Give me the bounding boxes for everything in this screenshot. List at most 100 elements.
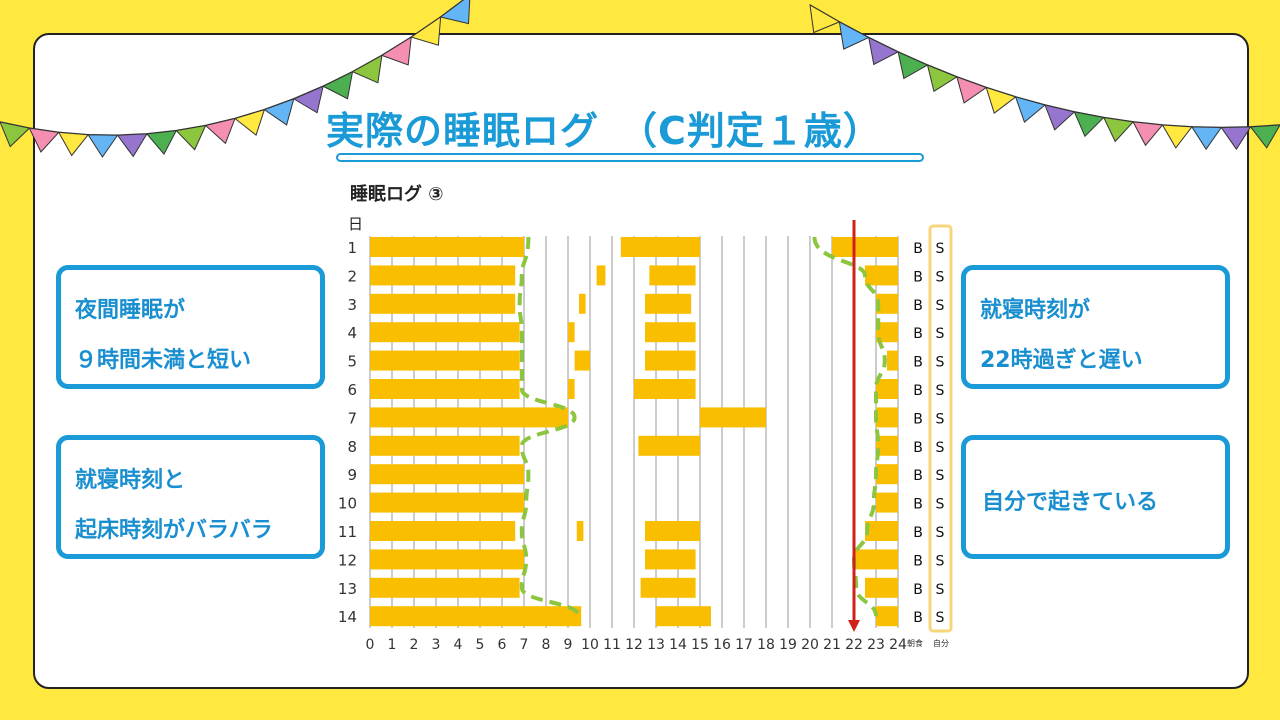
sleep-bar xyxy=(854,549,898,570)
sleep-bar xyxy=(876,606,898,627)
bunting-flag xyxy=(351,54,383,84)
bunting-flag xyxy=(956,76,988,104)
sleep-bar xyxy=(656,606,711,627)
sleep-bar xyxy=(876,322,898,343)
self-wake-mark: S xyxy=(936,582,945,598)
note-line: ９時間未満と短い xyxy=(75,348,252,373)
x-tick-label: 12 xyxy=(625,637,643,653)
breakfast-mark: B xyxy=(913,610,923,626)
sleep-bar xyxy=(568,322,575,343)
x-tick-label: 20 xyxy=(801,637,819,653)
day-label: 4 xyxy=(347,324,357,342)
sleep-bar xyxy=(645,521,700,541)
bunting-flag xyxy=(410,15,442,46)
note-line: 夜間睡眠が xyxy=(75,298,186,323)
note-late-bedtime: 就寝時刻が 22時過ぎと遅い xyxy=(961,265,1230,389)
sleep-bar xyxy=(865,265,898,286)
bunting-flag xyxy=(57,131,90,157)
breakfast-mark: B xyxy=(913,383,923,399)
day-label: 2 xyxy=(347,267,357,285)
sleep-bar xyxy=(876,379,898,399)
x-tick-label: 24 xyxy=(889,637,907,653)
note-line: 就寝時刻と xyxy=(75,468,186,493)
sleep-bar xyxy=(574,350,590,371)
sleep-bar xyxy=(887,350,898,371)
breakfast-mark: B xyxy=(913,440,923,456)
bunting-flag xyxy=(1014,96,1047,123)
bedtime-trend-line xyxy=(812,236,887,617)
self-wake-mark: S xyxy=(936,326,945,342)
x-tick-label: 16 xyxy=(713,637,731,653)
sleep-bar xyxy=(876,407,898,428)
breakfast-mark: B xyxy=(913,326,923,342)
x-tick-label: 19 xyxy=(779,637,797,653)
day-label: 5 xyxy=(347,353,357,371)
bunting-flag xyxy=(1161,124,1193,149)
sleep-bar xyxy=(876,435,898,456)
sleep-bar xyxy=(876,492,898,513)
x-tick-label: 6 xyxy=(498,637,507,653)
sleep-bar xyxy=(370,606,582,627)
self-wake-mark: S xyxy=(936,525,945,541)
sleep-bar xyxy=(876,293,898,314)
sleep-bar xyxy=(370,379,520,399)
bunting-flag xyxy=(1190,126,1223,151)
x-tick-label: 18 xyxy=(757,637,775,653)
x-tick-label: 15 xyxy=(691,637,709,653)
sleep-bar xyxy=(370,549,524,570)
bunting-flag xyxy=(985,86,1017,114)
bunting-flag xyxy=(380,36,412,66)
bunting-flag xyxy=(233,108,266,136)
sleep-bar xyxy=(645,350,696,371)
breakfast-mark: B xyxy=(913,355,923,371)
sleep-bar xyxy=(370,350,520,371)
day-label: 7 xyxy=(347,409,357,427)
self-wake-mark: S xyxy=(936,553,945,569)
note-irregular-times: 就寝時刻と 起床時刻がバラバラ xyxy=(56,435,325,559)
x-tick-label: 9 xyxy=(564,637,573,653)
self-wake-mark: S xyxy=(936,497,945,513)
day-label: 6 xyxy=(347,381,357,399)
x-tick-label: 2 xyxy=(410,637,419,653)
sleep-bar xyxy=(876,464,898,485)
bunting-flag xyxy=(868,36,900,66)
sleep-bar xyxy=(370,577,520,598)
chart-title: 睡眠ログ ③ xyxy=(350,183,444,205)
x-tick-label: 0 xyxy=(366,637,375,653)
sleep-bar xyxy=(638,435,700,456)
wake-time-trend-line xyxy=(517,236,581,617)
x-tick-label: 17 xyxy=(735,637,753,653)
sleep-bar xyxy=(370,492,524,513)
breakfast-mark: B xyxy=(913,241,923,257)
slide-title: 実際の睡眠ログ （C判定１歳） xyxy=(326,109,882,153)
x-tick-label: 21 xyxy=(823,637,841,653)
bunting-flag xyxy=(28,127,60,153)
x-tick-label: 13 xyxy=(647,637,665,653)
breakfast-mark: B xyxy=(913,298,923,314)
note-line: 起床時刻がバラバラ xyxy=(75,518,273,543)
sleep-bar xyxy=(700,407,766,428)
sleep-bar xyxy=(568,379,575,399)
sleep-bar xyxy=(370,407,568,428)
note-line: 就寝時刻が xyxy=(980,298,1091,323)
x-tick-label: 4 xyxy=(454,637,463,653)
bunting-flag xyxy=(116,133,148,158)
sleep-bar xyxy=(579,293,586,314)
self-wake-mark: S xyxy=(936,355,945,371)
sleep-bar xyxy=(596,265,606,286)
bunting-flag xyxy=(204,117,236,145)
bunting-flag xyxy=(292,85,324,114)
x-tick-label: 5 xyxy=(476,637,485,653)
self-wake-mark: S xyxy=(936,383,945,399)
sleep-bar xyxy=(645,293,692,314)
day-label: 14 xyxy=(338,608,357,626)
arrow-down-icon xyxy=(848,620,860,632)
y-axis-label: 日 xyxy=(348,215,363,233)
bunting-flag xyxy=(1132,121,1164,147)
sleep-bar xyxy=(620,237,700,257)
sleep-bar xyxy=(865,521,898,541)
bunting-flag xyxy=(322,70,354,100)
sleep-bar xyxy=(370,322,520,343)
title-underline xyxy=(336,153,924,162)
